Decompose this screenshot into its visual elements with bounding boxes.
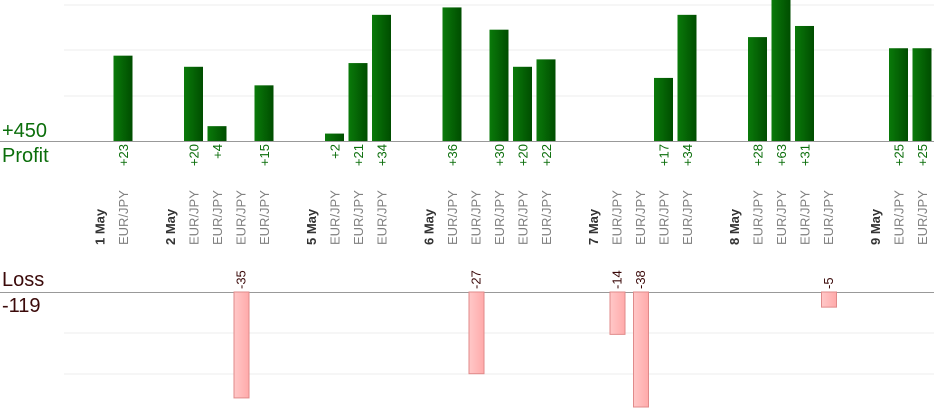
- loss-bar: [633, 291, 649, 408]
- category-label: EUR/JPY: [633, 190, 648, 245]
- profit-bar: [442, 7, 462, 142]
- category-label: EUR/JPY: [915, 190, 930, 245]
- category-label: EUR/JPY: [610, 190, 625, 245]
- profit-value-label: +22: [539, 144, 554, 166]
- profit-bar: [889, 48, 908, 141]
- profit-bar: [184, 66, 203, 141]
- profit-value-label: +63: [774, 144, 789, 166]
- loss-value-label: -27: [469, 270, 484, 289]
- profit-bar: [254, 85, 274, 141]
- profit-bar: [372, 14, 391, 142]
- category-label: EUR/JPY: [751, 190, 766, 245]
- date-label: 8 May: [727, 208, 742, 245]
- date-label: 6 May: [422, 208, 437, 245]
- profit-bar: [536, 59, 556, 141]
- profit-value-label: +20: [516, 144, 531, 166]
- category-label: EUR/JPY: [445, 190, 460, 245]
- category-label: EUR/JPY: [657, 190, 672, 245]
- profit-bar: [113, 55, 133, 141]
- date-label: 7 May: [586, 208, 601, 245]
- profit-value-label: +15: [257, 144, 272, 166]
- loss-value-label: -5: [821, 277, 836, 289]
- profit-value-label: +34: [680, 144, 695, 166]
- profit-bar: [348, 63, 368, 141]
- category-label: EUR/JPY: [234, 190, 249, 245]
- profit-bar: [489, 29, 509, 141]
- category-label: EUR/JPY: [680, 190, 695, 245]
- profit-bar: [748, 37, 767, 141]
- category-label: EUR/JPY: [539, 190, 554, 245]
- profit-bar: [912, 48, 932, 141]
- category-label: EUR/JPY: [821, 190, 836, 245]
- profit-value-label: +21: [351, 144, 366, 166]
- profit-bar: [325, 133, 344, 141]
- category-label: EUR/JPY: [116, 190, 131, 245]
- category-label: EUR/JPY: [774, 190, 789, 245]
- profit-bar: [654, 77, 673, 141]
- profit-value-label: +25: [915, 144, 930, 166]
- loss-label: Loss: [2, 269, 45, 291]
- category-label: EUR/JPY: [469, 190, 484, 245]
- profit-value-label: +23: [116, 144, 131, 166]
- category-label: EUR/JPY: [516, 190, 531, 245]
- profit-bar: [771, 0, 791, 141]
- profit-value-label: +28: [751, 144, 766, 166]
- loss-bar: [821, 291, 837, 308]
- date-label: 2 May: [163, 208, 178, 245]
- profit-value-label: +17: [657, 144, 672, 166]
- profit-value-label: +31: [798, 144, 813, 166]
- profit-label: Profit: [2, 145, 49, 167]
- category-label: EUR/JPY: [187, 190, 202, 245]
- profit-value-label: +36: [445, 144, 460, 166]
- profit-bar: [677, 14, 697, 142]
- category-label: EUR/JPY: [257, 190, 272, 245]
- loss-bar: [233, 291, 250, 399]
- profit-value-label: +2: [328, 144, 343, 159]
- loss-bar: [609, 291, 626, 335]
- profit-total: +450: [2, 120, 48, 142]
- date-label: 1 May: [93, 208, 108, 245]
- profit-bar: [513, 66, 532, 141]
- loss-bar: [468, 291, 485, 375]
- profit-value-label: +25: [892, 144, 907, 166]
- profit-value-label: +4: [210, 144, 225, 159]
- category-label: EUR/JPY: [375, 190, 390, 245]
- category-label: EUR/JPY: [328, 190, 343, 245]
- category-label: EUR/JPY: [351, 190, 366, 245]
- category-label: EUR/JPY: [492, 190, 507, 245]
- profit-value-label: +34: [375, 144, 390, 166]
- loss-value-label: -35: [234, 270, 249, 289]
- category-label: EUR/JPY: [798, 190, 813, 245]
- category-label: EUR/JPY: [892, 190, 907, 245]
- date-label: 5 May: [304, 208, 319, 245]
- profit-value-label: +30: [492, 144, 507, 166]
- profit-value-label: +20: [187, 144, 202, 166]
- loss-value-label: -38: [633, 270, 648, 289]
- loss-total: -119: [2, 295, 41, 317]
- category-label: EUR/JPY: [210, 190, 225, 245]
- profit-bar: [795, 25, 814, 141]
- profit-bar: [207, 126, 227, 141]
- date-label: 9 May: [868, 208, 883, 245]
- loss-value-label: -14: [610, 270, 625, 289]
